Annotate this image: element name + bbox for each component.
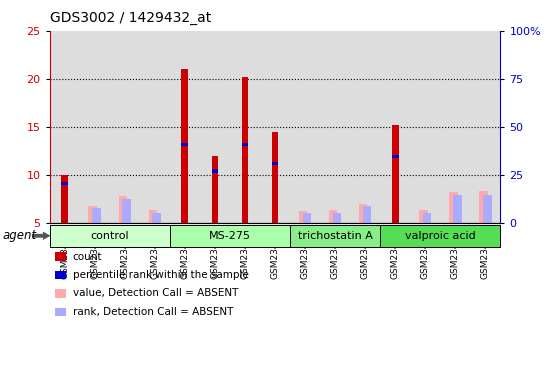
Bar <box>479 191 488 223</box>
Text: percentile rank within the sample: percentile rank within the sample <box>73 270 249 280</box>
Bar <box>303 213 311 223</box>
Bar <box>123 199 131 223</box>
Bar <box>363 207 371 223</box>
Text: value, Detection Call = ABSENT: value, Detection Call = ABSENT <box>73 288 238 298</box>
Bar <box>148 210 157 223</box>
Bar <box>61 175 68 223</box>
Text: rank, Detection Call = ABSENT: rank, Detection Call = ABSENT <box>73 307 233 317</box>
Bar <box>392 155 399 159</box>
Bar <box>272 162 278 165</box>
Bar <box>359 204 367 223</box>
Bar <box>483 195 492 223</box>
Text: control: control <box>90 231 129 241</box>
Bar <box>453 195 461 223</box>
Bar <box>333 213 342 223</box>
Bar <box>182 69 188 223</box>
Bar <box>212 169 218 173</box>
Text: valproic acid: valproic acid <box>405 231 476 241</box>
Bar <box>92 208 101 223</box>
Text: count: count <box>73 252 102 262</box>
Bar <box>272 131 278 223</box>
Bar <box>299 211 307 223</box>
Bar <box>152 213 161 223</box>
Bar <box>241 77 248 223</box>
Bar <box>212 156 218 223</box>
Text: MS-275: MS-275 <box>209 231 251 241</box>
Bar <box>182 142 188 146</box>
Text: agent: agent <box>3 229 37 242</box>
Bar <box>241 142 248 146</box>
Text: trichostatin A: trichostatin A <box>298 231 372 241</box>
Bar <box>89 207 97 223</box>
Text: GDS3002 / 1429432_at: GDS3002 / 1429432_at <box>50 11 211 25</box>
Bar <box>61 182 68 185</box>
Bar <box>392 125 399 223</box>
Bar <box>118 196 127 223</box>
Bar <box>419 210 427 223</box>
Bar <box>423 213 432 223</box>
Bar <box>329 210 337 223</box>
Bar <box>449 192 458 223</box>
